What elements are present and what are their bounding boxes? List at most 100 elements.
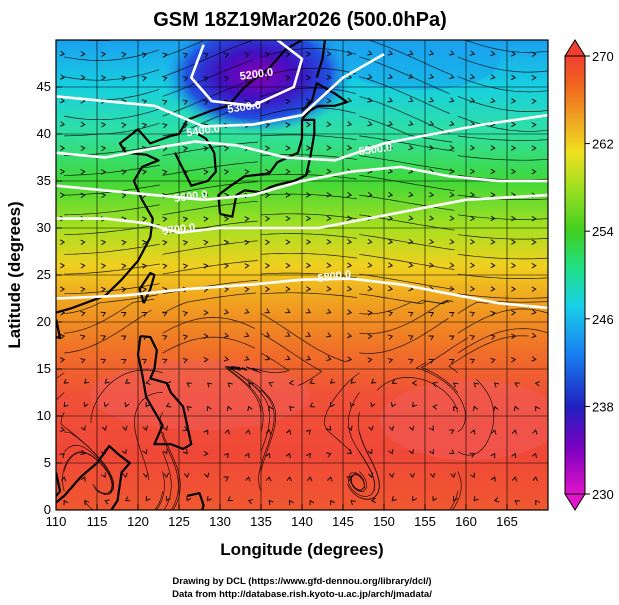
height-contours <box>56 40 548 310</box>
streamline-arrow <box>428 50 435 56</box>
streamline-arrow <box>145 496 151 502</box>
streamline <box>420 337 469 393</box>
x-tick-label: 140 <box>291 514 313 529</box>
streamline-arrow <box>80 239 86 245</box>
streamline-arrow <box>183 472 190 478</box>
streamline-arrow <box>141 75 148 82</box>
streamline-arrow <box>490 145 496 151</box>
streamline-arrow <box>182 357 189 364</box>
streamline-arrow <box>346 476 352 482</box>
streamline-arrow <box>305 168 312 175</box>
streamline-arrow <box>346 239 353 245</box>
streamline-arrow <box>449 262 455 268</box>
streamline-arrow <box>387 73 394 79</box>
streamline-arrow <box>306 121 312 128</box>
streamline-arrow <box>387 334 394 340</box>
streamline <box>457 115 548 132</box>
streamline-arrow <box>264 122 271 129</box>
streamline-arrow <box>367 333 373 340</box>
streamline-arrow <box>491 429 497 435</box>
streamline-arrow <box>60 192 66 198</box>
streamline <box>64 69 160 81</box>
streamline-arrow <box>347 425 353 431</box>
streamline-arrow <box>162 169 168 175</box>
streamline-arrow <box>121 239 127 246</box>
streamline-arrow <box>122 472 128 478</box>
streamline-arrow <box>289 499 294 506</box>
streamline-arrow <box>162 76 168 82</box>
streamline <box>457 253 548 260</box>
streamline-arrow <box>514 382 520 388</box>
streamline-arrow <box>469 262 476 269</box>
streamline-arrow <box>121 51 127 58</box>
streamline-arrow <box>141 216 148 222</box>
streamline-arrow <box>511 239 517 245</box>
streamline-arrow <box>60 262 66 269</box>
streamline-arrow <box>449 191 455 198</box>
streamline <box>162 336 255 354</box>
streamline-arrow <box>182 263 189 269</box>
streamline-arrow <box>534 381 541 387</box>
streamline-arrow <box>121 286 127 293</box>
streamline-arrow <box>100 358 106 364</box>
streamline-arrow <box>100 449 106 455</box>
streamline <box>64 283 160 295</box>
streamline-arrow <box>490 215 496 222</box>
streamline-arrow <box>326 239 332 245</box>
contour-label: 5700.0 <box>161 221 196 238</box>
colorbar: 230 238 246 254 262 270 <box>564 39 614 511</box>
streamline <box>457 293 548 299</box>
streamline <box>457 234 548 240</box>
streamline-arrow <box>268 405 274 412</box>
streamline-arrow <box>469 50 476 56</box>
contour-label: 5300.0 <box>227 99 262 116</box>
streamline-arrow <box>349 402 355 408</box>
streamline-arrow <box>408 97 414 103</box>
streamlines <box>56 40 548 510</box>
streamline-arrow <box>80 145 86 151</box>
streamline-arrow <box>305 452 311 459</box>
streamline-arrow <box>100 263 107 269</box>
streamline <box>448 335 529 374</box>
streamline-arrow <box>469 286 476 292</box>
streamline-arrow <box>493 405 499 412</box>
streamline-arrow <box>469 358 475 364</box>
chart-title: GSM 18Z19Mar2026 (500.0hPa) <box>153 9 447 31</box>
streamline-arrow <box>531 452 537 459</box>
streamline-arrow <box>285 75 291 81</box>
streamline-arrow <box>162 425 168 431</box>
grid-lines <box>56 40 548 510</box>
streamline-arrow <box>80 192 86 198</box>
streamline-arrow <box>469 168 476 175</box>
streamline-arrow <box>244 332 250 338</box>
streamline-arrow <box>305 308 311 314</box>
x-tick-label: 165 <box>496 514 518 529</box>
streamline-arrow <box>124 402 130 408</box>
streamline-arrow <box>514 500 520 505</box>
streamline-arrow <box>470 472 475 478</box>
colorbar-tick-label: 262 <box>592 137 614 152</box>
streamline-arrow <box>203 333 209 339</box>
streamline-arrow <box>531 309 537 315</box>
streamline-arrow <box>346 449 352 455</box>
streamline <box>359 194 455 211</box>
colorbar-tick-label: 254 <box>592 224 614 239</box>
streamline-arrow <box>305 215 312 222</box>
x-tick-label: 130 <box>209 514 231 529</box>
streamline-arrow <box>469 239 476 245</box>
streamline <box>64 224 160 235</box>
streamline-arrow <box>306 98 312 104</box>
streamline-arrow <box>387 144 394 151</box>
streamline-arrow <box>223 216 230 222</box>
streamline-arrow <box>326 51 332 57</box>
streamline-arrow <box>59 74 66 80</box>
streamline <box>449 491 459 510</box>
streamline-arrow <box>387 97 394 103</box>
streamline-arrow <box>286 429 292 435</box>
streamline <box>457 214 548 220</box>
streamline-arrow <box>141 239 148 246</box>
streamline-arrow <box>473 496 479 502</box>
streamline-arrow <box>60 168 66 175</box>
streamline-arrow <box>409 472 415 478</box>
streamline-arrow <box>265 429 272 435</box>
